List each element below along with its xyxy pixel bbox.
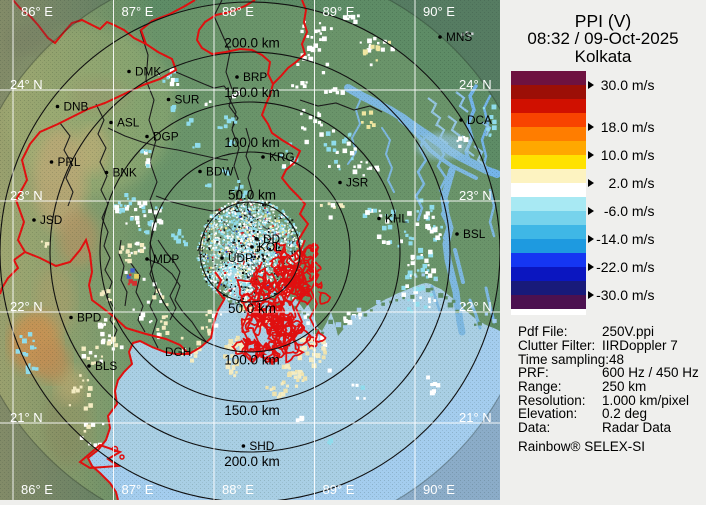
svg-text:87° E: 87° E [122, 482, 154, 497]
svg-text:90° E: 90° E [423, 4, 455, 19]
svg-text:23° N: 23° N [459, 188, 492, 203]
svg-text:KRG: KRG [269, 150, 295, 164]
svg-text:BPD: BPD [77, 311, 101, 325]
svg-text:PRL: PRL [58, 155, 81, 169]
svg-text:ASL: ASL [117, 116, 140, 130]
svg-text:21° N: 21° N [10, 410, 43, 425]
svg-text:200.0 km: 200.0 km [224, 454, 280, 469]
svg-text:JSR: JSR [346, 176, 368, 190]
svg-text:MDP: MDP [153, 252, 179, 266]
svg-text:DD: DD [263, 232, 280, 246]
svg-text:88° E: 88° E [222, 482, 254, 497]
svg-text:22° N: 22° N [10, 299, 43, 314]
svg-text:50.0 km: 50.0 km [228, 301, 276, 316]
svg-text:89° E: 89° E [323, 4, 355, 19]
svg-text:KHL: KHL [385, 212, 408, 226]
svg-text:DNB: DNB [64, 100, 89, 114]
svg-text:DGP: DGP [153, 130, 179, 144]
svg-text:DCA: DCA [467, 113, 492, 127]
svg-text:88° E: 88° E [222, 4, 254, 19]
svg-text:100.0 km: 100.0 km [224, 353, 280, 368]
svg-text:BSL: BSL [463, 227, 486, 241]
svg-text:86° E: 86° E [21, 4, 53, 19]
svg-text:24° N: 24° N [10, 77, 43, 92]
svg-text:DGH: DGH [165, 345, 191, 359]
svg-text:SHD: SHD [249, 439, 274, 453]
svg-text:21° N: 21° N [459, 410, 492, 425]
svg-text:100.0 km: 100.0 km [224, 135, 280, 150]
svg-text:BDW: BDW [206, 165, 234, 179]
svg-text:90° E: 90° E [423, 482, 455, 497]
svg-text:MNS: MNS [446, 30, 472, 44]
svg-text:KOL: KOL [258, 240, 282, 254]
svg-text:86° E: 86° E [21, 482, 53, 497]
svg-text:UDP: UDP [228, 251, 253, 265]
svg-text:23° N: 23° N [10, 188, 43, 203]
svg-text:50.0 km: 50.0 km [228, 188, 276, 203]
svg-text:BNK: BNK [113, 166, 137, 180]
svg-text:200.0 km: 200.0 km [224, 36, 280, 51]
svg-text:150.0 km: 150.0 km [224, 403, 280, 418]
svg-text:24° N: 24° N [459, 77, 492, 92]
svg-text:SUR: SUR [175, 93, 200, 107]
svg-text:150.0 km: 150.0 km [224, 85, 280, 100]
svg-text:89° E: 89° E [323, 482, 355, 497]
svg-text:BLS: BLS [95, 359, 117, 373]
svg-text:87° E: 87° E [122, 4, 154, 19]
svg-text:22° N: 22° N [459, 299, 492, 314]
svg-text:DMK: DMK [135, 65, 161, 79]
svg-text:JSD: JSD [40, 213, 62, 227]
svg-text:BRP: BRP [243, 70, 267, 84]
